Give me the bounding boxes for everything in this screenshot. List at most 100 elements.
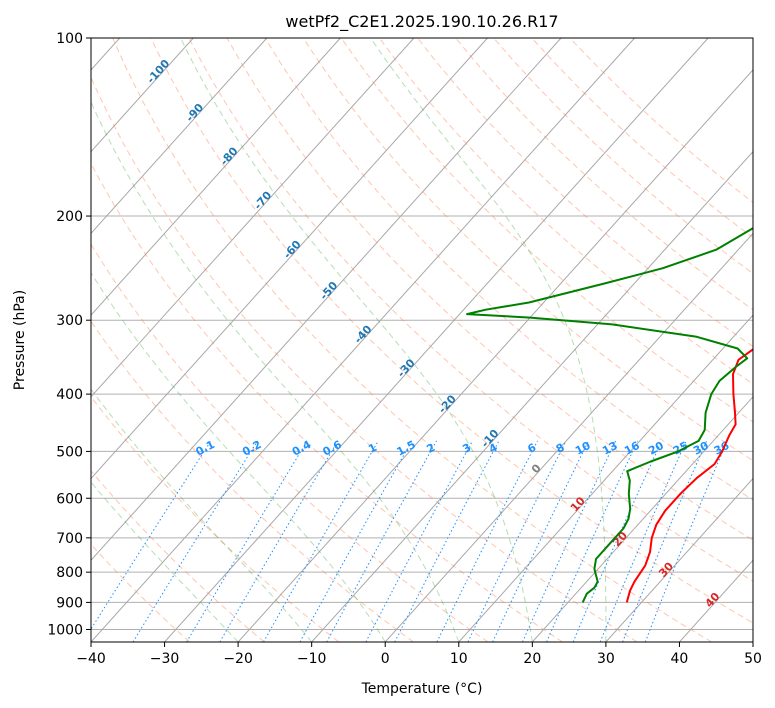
isotherm-label: 0 — [529, 461, 544, 476]
isotherm-line — [458, 314, 753, 642]
x-tick-label: −10 — [297, 651, 327, 667]
dry-adiabat-line — [264, 38, 753, 501]
x-tick-label: 10 — [450, 651, 468, 667]
x-axis-label: Temperature (°C) — [361, 681, 483, 697]
y-tick-label: 300 — [56, 313, 83, 329]
isotherm-label: -100 — [144, 57, 172, 86]
mixing-ratio-label: 10 — [573, 439, 593, 458]
x-tick-label: 0 — [381, 651, 390, 667]
dry-adiabat-line — [455, 38, 753, 311]
dry-adiabat-line — [91, 543, 191, 642]
background-lines — [91, 38, 753, 642]
mixing-ratio-label: 13 — [600, 439, 620, 458]
x-tick-label: 40 — [671, 651, 689, 667]
mixing-ratio-label: 36 — [712, 439, 732, 458]
mixing-ratio-label: 0.6 — [321, 438, 345, 459]
moist-adiabat-line — [91, 271, 386, 642]
isotherm-label: -30 — [395, 356, 418, 380]
y-tick-label: 600 — [56, 491, 83, 507]
y-tick-label: 100 — [56, 31, 83, 47]
dry-adiabat-line — [378, 38, 753, 385]
isotherm-label: -40 — [352, 322, 375, 346]
isotherm-line — [384, 232, 753, 642]
x-tick-label: −40 — [76, 651, 106, 667]
y-tick-label: 900 — [56, 595, 83, 611]
mixing-ratio-line — [546, 440, 639, 642]
y-tick-label: 200 — [56, 209, 83, 225]
isotherm-line — [91, 38, 341, 316]
isotherm-label: -60 — [281, 238, 304, 262]
mixing-ratio-line — [522, 440, 617, 642]
isotherm-line — [91, 38, 194, 153]
dry-adiabat-line — [91, 243, 489, 642]
isotherm-line — [91, 38, 415, 398]
mixing-ratio-label: 1.5 — [395, 438, 418, 459]
isotherm-line — [91, 38, 635, 642]
mixing-ratio-label: 0.4 — [290, 438, 314, 459]
isotherm-label: 40 — [703, 590, 723, 610]
dry-adiabat-line — [150, 38, 753, 624]
mixing-ratio-line — [91, 440, 212, 630]
x-tick-label: 50 — [744, 651, 762, 667]
moist-adiabat-line — [91, 100, 460, 642]
mixing-ratio-line — [599, 440, 687, 642]
dry-adiabat-line — [226, 38, 753, 541]
x-tick-label: −30 — [150, 651, 180, 667]
mixing-ratio-line — [299, 440, 413, 642]
isotherm-line — [752, 641, 753, 642]
x-tick-label: −20 — [223, 651, 253, 667]
y-tick-label: 1000 — [47, 622, 83, 638]
mixing-ratio-label: 30 — [691, 439, 711, 458]
chart-title: wetPf2_C2E1.2025.190.10.26.R17 — [285, 12, 558, 32]
isotherm-label: -80 — [218, 144, 241, 168]
y-tick-label: 700 — [56, 531, 83, 547]
isotherm-line — [91, 38, 488, 480]
mixing-ratio-line — [326, 440, 437, 642]
mixing-ratio-line — [186, 440, 308, 642]
y-tick-label: 400 — [56, 387, 83, 403]
y-tick-label: 500 — [56, 444, 83, 460]
isotherm-label: -50 — [317, 279, 340, 303]
axis-ticks: −40 −30 −20 −10 0 10 20 30 40 5010009008007006005… — [47, 31, 762, 667]
dry-adiabat-line — [91, 470, 265, 642]
mixing-ratio-line — [572, 440, 663, 642]
mixing-ratio-line — [132, 440, 258, 642]
isotherm-line — [605, 477, 753, 642]
isotherm-label: 10 — [568, 494, 588, 514]
dry-adiabat-line — [493, 38, 753, 275]
mixing-ratio-line — [263, 440, 379, 642]
x-tick-label: 20 — [523, 651, 541, 667]
isotherm-line — [164, 38, 709, 642]
isotherm-line — [91, 38, 562, 562]
dry-adiabat-line — [91, 395, 340, 642]
mixing-ratio-label: 2 — [424, 441, 437, 456]
x-tick-label: 30 — [597, 651, 615, 667]
isotherm-line — [679, 559, 753, 642]
isotherm-label: -20 — [436, 392, 459, 416]
mixing-ratio-line — [219, 440, 339, 642]
moist-adiabat-line — [91, 481, 239, 642]
y-axis-label: Pressure (hPa) — [12, 290, 28, 390]
dry-adiabat-line — [112, 38, 713, 642]
isotherm-label: -90 — [183, 101, 206, 125]
mixing-ratio-label: 20 — [646, 439, 666, 458]
moist-adiabat-line — [370, 38, 607, 642]
dewpoint-line — [466, 227, 753, 603]
mixing-ratio-label: 0.1 — [194, 438, 217, 459]
y-tick-label: 800 — [56, 565, 83, 581]
dry-adiabat-line — [188, 38, 753, 582]
moist-adiabat-line — [180, 38, 533, 642]
dry-adiabat-line — [91, 320, 414, 642]
plot-frame — [90, 37, 754, 643]
mixing-ratio-line — [622, 440, 708, 642]
isotherm-label: -10 — [479, 427, 502, 451]
mixing-ratio-label: 25 — [671, 439, 691, 458]
dry-adiabat-line — [531, 38, 753, 239]
dry-adiabat-line — [91, 162, 563, 642]
moist-adiabat-line — [91, 388, 313, 642]
dry-adiabat-line — [417, 38, 753, 348]
isotherm-label: 30 — [656, 560, 676, 580]
isotherm-line — [531, 396, 753, 642]
isotherm-line — [311, 150, 753, 642]
